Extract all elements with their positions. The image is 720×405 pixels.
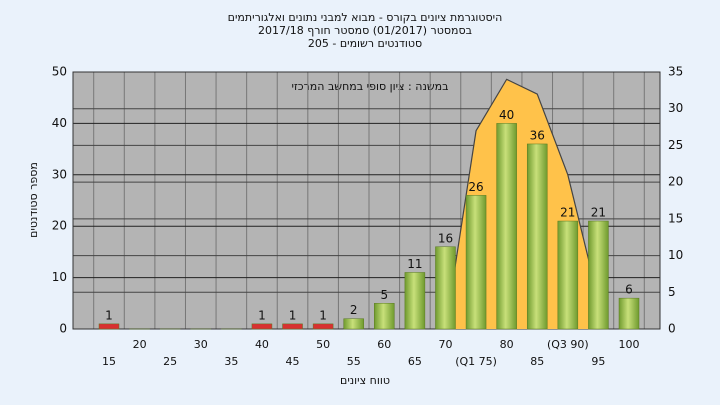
data-label: 26 (468, 180, 483, 194)
x-tick-label: 50 (316, 338, 330, 351)
bar (98, 323, 120, 330)
chart-subtitle: סטודנטים רשומים - 205 (308, 37, 422, 50)
x-tick-label: 20 (133, 338, 147, 351)
data-label: 1 (319, 308, 327, 322)
x-tick-label: (Q1 75) (455, 355, 497, 368)
bar (282, 323, 303, 330)
x-tick-label: 55 (347, 355, 361, 368)
bar (312, 323, 334, 330)
chart-subtitle: בסמסטר (01/2017) סמסטר חורף 2017/18 (258, 24, 472, 37)
data-label: 2 (350, 303, 358, 317)
data-label: 5 (380, 288, 388, 302)
x-tick-label: 45 (286, 355, 300, 368)
y2-tick-label: 15 (668, 211, 683, 225)
x-axis-label: טווח ציונים (340, 374, 390, 387)
y-tick-label: 10 (52, 270, 67, 284)
y2-tick-label: 30 (668, 101, 683, 115)
y-axis-label: מספר סטודנטים (27, 162, 40, 238)
x-tick-label: (Q3 90) (547, 338, 589, 351)
data-label: 1 (105, 308, 113, 322)
chart-title: היסטוגרמת ציונים בקורס - מבוא למבני נתונ… (228, 11, 503, 24)
x-tick-label: 100 (619, 338, 640, 351)
annotation: במשנה : ציון סופי במחשב המרכזי (292, 80, 449, 93)
bar (404, 272, 426, 330)
x-tick-label: 25 (163, 355, 177, 368)
y-tick-label: 30 (52, 167, 67, 181)
y-tick-label: 20 (52, 219, 67, 233)
x-tick-label: 40 (255, 338, 269, 351)
bar (588, 220, 609, 330)
area-line (444, 78, 599, 330)
data-label: 6 (625, 283, 633, 297)
bar (374, 303, 395, 330)
bar (465, 195, 487, 330)
x-tick-label: 15 (102, 355, 116, 368)
data-label: 16 (438, 231, 453, 245)
data-label: 36 (530, 128, 545, 142)
x-tick-label: 85 (530, 355, 544, 368)
x-tick-label: 60 (377, 338, 391, 351)
x-tick-label: 65 (408, 355, 422, 368)
bar (618, 297, 640, 330)
data-label: 11 (407, 257, 422, 271)
y2-tick-label: 35 (668, 65, 683, 79)
x-tick-label: 70 (438, 338, 452, 351)
x-tick-label: 30 (194, 338, 208, 351)
y2-tick-label: 20 (668, 175, 683, 189)
data-label: 21 (591, 206, 606, 220)
bar (435, 246, 456, 330)
plot-border (72, 71, 661, 330)
bar (251, 323, 273, 330)
y-tick-label: 50 (52, 65, 67, 79)
data-label: 21 (560, 206, 575, 220)
bar (526, 143, 548, 330)
x-tick-label: 80 (500, 338, 514, 351)
y-tick-label: 40 (52, 116, 67, 130)
y-tick-label: 0 (59, 322, 67, 336)
data-label: 1 (289, 308, 297, 322)
bar (496, 123, 517, 330)
y2-tick-label: 10 (668, 248, 683, 262)
y2-tick-label: 25 (668, 138, 683, 152)
x-tick-label: 35 (224, 355, 238, 368)
data-label: 1 (258, 308, 266, 322)
data-label: 40 (499, 108, 514, 122)
bar (343, 318, 364, 330)
y2-tick-label: 0 (668, 322, 676, 336)
bar (557, 220, 579, 330)
y2-tick-label: 5 (668, 285, 676, 299)
x-tick-label: 95 (591, 355, 605, 368)
